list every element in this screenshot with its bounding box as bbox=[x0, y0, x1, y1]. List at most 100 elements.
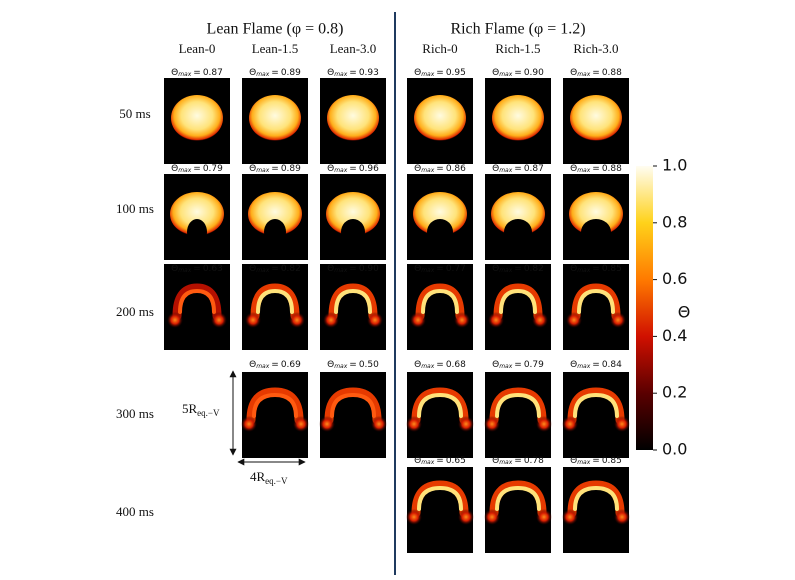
flame-kernel bbox=[326, 192, 380, 236]
flame-kernel bbox=[170, 192, 224, 236]
flame-image bbox=[320, 174, 386, 260]
theta-subscript: max bbox=[499, 71, 513, 78]
flame-glow bbox=[411, 387, 469, 425]
flame-lobe bbox=[458, 509, 474, 525]
flame-kernel bbox=[570, 95, 622, 141]
flame-notch bbox=[581, 219, 611, 245]
theta-subscript: max bbox=[256, 267, 270, 274]
width-subscript: eq.−V bbox=[265, 476, 288, 486]
column-label: Rich-0 bbox=[422, 41, 457, 56]
theta-max-label: Θmax = 0.85 bbox=[570, 456, 622, 466]
flame-image bbox=[563, 264, 629, 350]
flame-image bbox=[484, 372, 552, 458]
theta-max-label: Θmax = 0.82 bbox=[492, 264, 544, 274]
flame-lobe bbox=[289, 312, 305, 328]
theta-symbol: Θ bbox=[249, 164, 256, 174]
flame-front bbox=[330, 392, 376, 418]
theta-value: 0.85 bbox=[602, 264, 622, 274]
theta-value: 0.90 bbox=[524, 68, 544, 78]
flame-lobe bbox=[614, 509, 630, 525]
flame-lobe bbox=[406, 416, 422, 432]
group-title: Rich Flame (φ = 1.2) bbox=[450, 21, 585, 38]
flame-front bbox=[256, 288, 294, 314]
flame-image bbox=[164, 264, 230, 350]
flame-front bbox=[417, 392, 463, 418]
flame-image bbox=[242, 264, 308, 350]
flame-lobe bbox=[241, 416, 257, 432]
flame-image bbox=[563, 78, 629, 164]
theta-max-label: Θmax = 0.77 bbox=[414, 264, 466, 274]
theta-subscript: max bbox=[421, 459, 435, 466]
flame-front bbox=[577, 288, 615, 314]
theta-value: 0.82 bbox=[524, 264, 544, 274]
flame-lobe bbox=[458, 416, 474, 432]
theta-max-label: Θmax = 0.95 bbox=[414, 68, 466, 78]
theta-subscript: max bbox=[577, 363, 591, 370]
theta-equals: = bbox=[349, 68, 357, 78]
flame-lobe bbox=[562, 416, 578, 432]
theta-value: 0.79 bbox=[524, 360, 544, 370]
theta-equals: = bbox=[514, 164, 522, 174]
flame-glow bbox=[172, 283, 222, 321]
flame-image bbox=[242, 78, 308, 164]
flame-lobe bbox=[167, 312, 183, 328]
flame-kernel bbox=[171, 95, 223, 141]
flame-kernel bbox=[327, 95, 379, 141]
theta-symbol: Θ bbox=[171, 164, 178, 174]
theta-subscript: max bbox=[334, 71, 348, 78]
theta-value: 0.87 bbox=[524, 164, 544, 174]
flame-lobe bbox=[484, 509, 500, 525]
flame-front bbox=[178, 288, 216, 314]
theta-value: 0.86 bbox=[446, 164, 466, 174]
flame-image bbox=[485, 174, 551, 260]
width-text: 4R bbox=[250, 469, 266, 484]
theta-equals: = bbox=[436, 456, 444, 466]
theta-symbol: Θ bbox=[171, 68, 178, 78]
theta-value: 0.63 bbox=[203, 264, 223, 274]
flame-lobe bbox=[484, 416, 500, 432]
theta-max-label: Θmax = 0.88 bbox=[570, 164, 622, 174]
theta-value: 0.79 bbox=[203, 164, 223, 174]
theta-symbol: Θ bbox=[570, 164, 577, 174]
theta-symbol: Θ bbox=[327, 360, 334, 370]
theta-subscript: max bbox=[256, 363, 270, 370]
theta-equals: = bbox=[436, 360, 444, 370]
theta-value: 0.50 bbox=[359, 360, 379, 370]
theta-symbol: Θ bbox=[171, 264, 178, 274]
theta-subscript: max bbox=[178, 167, 192, 174]
flame-lobe bbox=[367, 312, 383, 328]
row-label: 200 ms bbox=[116, 304, 154, 319]
flame-front bbox=[573, 485, 619, 511]
flame-kernel bbox=[249, 95, 301, 141]
theta-equals: = bbox=[592, 360, 600, 370]
flame-lobe bbox=[323, 312, 339, 328]
theta-max-label: Θmax = 0.82 bbox=[249, 264, 301, 274]
flame-image bbox=[485, 264, 551, 350]
flame-lobe bbox=[488, 312, 504, 328]
theta-symbol: Θ bbox=[492, 164, 499, 174]
theta-subscript: max bbox=[334, 363, 348, 370]
flame-notch bbox=[341, 219, 365, 245]
theta-value: 0.89 bbox=[281, 164, 301, 174]
theta-max-label: Θmax = 0.50 bbox=[327, 360, 379, 370]
flame-glow bbox=[567, 480, 625, 518]
flame-image bbox=[407, 78, 473, 164]
theta-equals: = bbox=[193, 264, 201, 274]
theta-subscript: max bbox=[577, 459, 591, 466]
flame-kernel bbox=[413, 192, 467, 236]
theta-subscript: max bbox=[577, 167, 591, 174]
theta-symbol: Θ bbox=[414, 456, 421, 466]
theta-max-label: Θmax = 0.90 bbox=[327, 264, 379, 274]
flame-notch bbox=[427, 219, 453, 245]
theta-equals: = bbox=[271, 264, 279, 274]
colorbar-tick-label: 0.8 bbox=[662, 212, 687, 231]
colorbar-tick-label: 1.0 bbox=[662, 156, 687, 175]
theta-max-label: Θmax = 0.79 bbox=[171, 164, 223, 174]
flame-glow bbox=[489, 387, 547, 425]
theta-subscript: max bbox=[421, 267, 435, 274]
flame-kernel bbox=[492, 95, 544, 141]
flame-image bbox=[242, 174, 308, 260]
flame-front bbox=[417, 485, 463, 511]
theta-subscript: max bbox=[499, 363, 513, 370]
flame-front bbox=[495, 485, 541, 511]
